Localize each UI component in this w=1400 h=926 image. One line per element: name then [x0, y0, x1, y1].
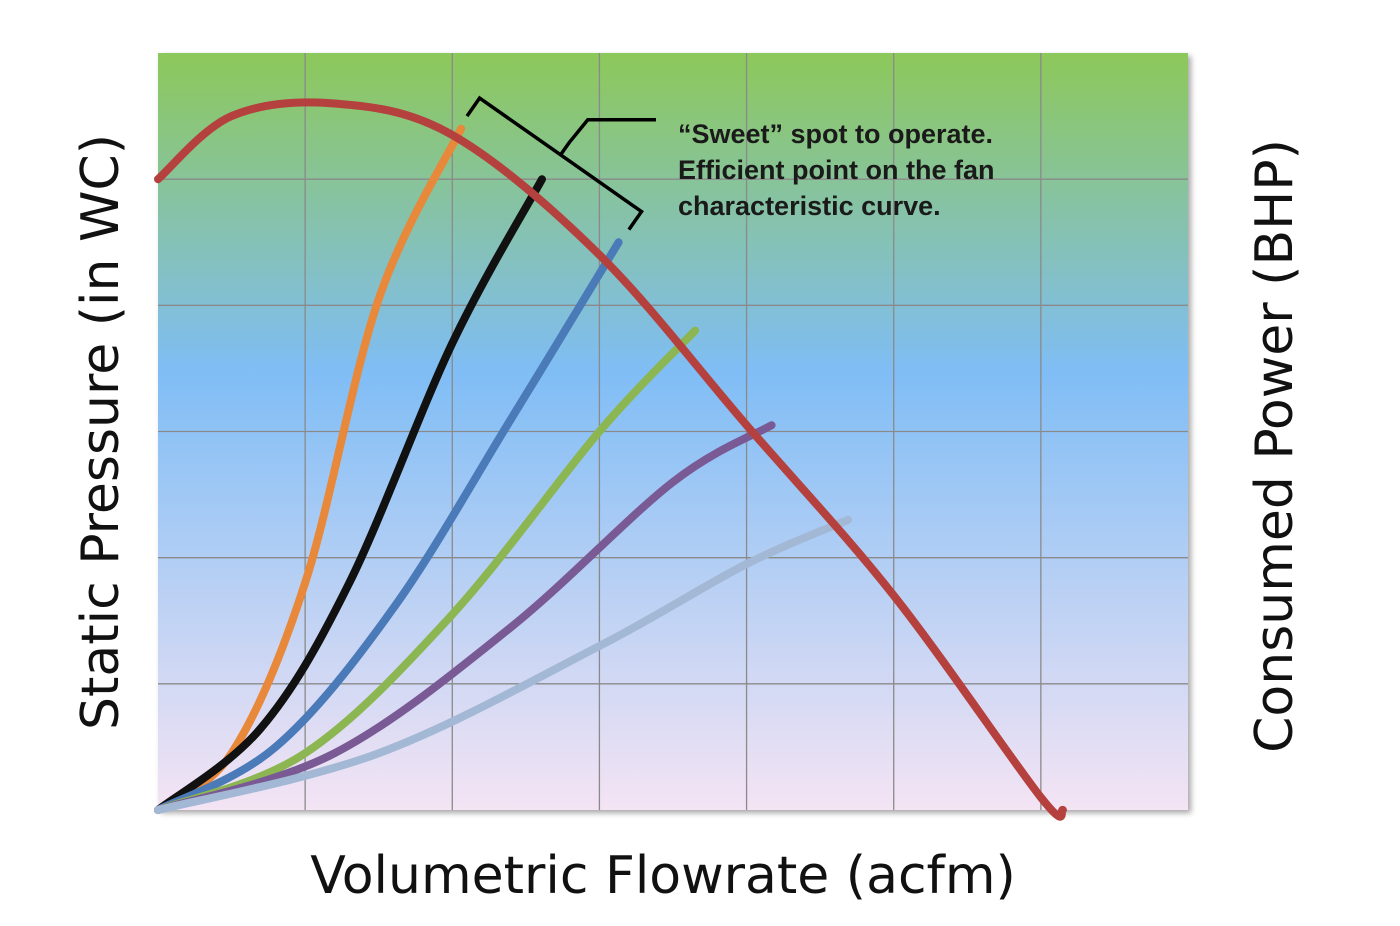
sweet-spot-annotation: “Sweet” spot to operate. Efficient point … [465, 95, 994, 231]
power-curve-5 [154, 421, 776, 814]
power-curve-3 [154, 238, 623, 814]
annotation-text-line-3: characteristic curve. [678, 191, 941, 221]
annotation-leader-line [568, 118, 656, 143]
y2-axis-label: Consumed Power (BHP) [1245, 139, 1305, 753]
sweet-spot-bracket [465, 95, 644, 231]
curves [154, 98, 1067, 821]
annotation-text-line-2: Efficient point on the fan [678, 155, 994, 185]
power-curve-4 [154, 326, 700, 814]
power-curve-2 [154, 175, 546, 814]
y-axis-label: Static Pressure (in WC) [71, 134, 131, 730]
fan-characteristic-curve [154, 98, 1067, 821]
power-curve-6 [154, 515, 853, 814]
x-axis-label: Volumetric Flowrate (acfm) [310, 846, 1016, 906]
annotation-text-line-1: “Sweet” spot to operate. [678, 119, 993, 149]
